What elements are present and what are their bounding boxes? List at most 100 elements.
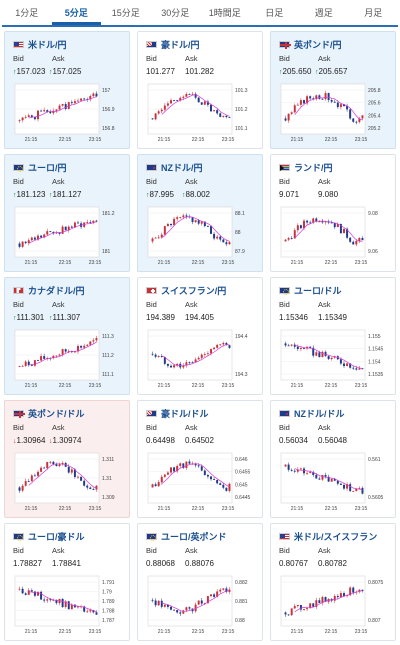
price-chart[interactable]: 111.3 111.2 111.1 21:15 22:15 23:15	[13, 328, 123, 390]
x-tick-label: 22:15	[192, 629, 205, 635]
rate-card[interactable]: 米ドル/円 Bid Ask ↑157.023 ↑157.025 157 156.9 156.8…	[4, 31, 130, 149]
pair-name[interactable]: ユーロ/英ポンド	[161, 531, 227, 542]
pair-name[interactable]: ユーロ/円	[28, 162, 67, 173]
card-title[interactable]: 豪ドル/ドル	[146, 407, 209, 419]
price-chart[interactable]: 157 156.9 156.8 21:15 22:15 23:15	[13, 82, 123, 144]
pair-name[interactable]: 豪ドル/円	[161, 39, 200, 50]
rate-card[interactable]: 英ポンド/円 Bid Ask ↑205.650 ↑205.657 205.8 205.6 20…	[270, 31, 396, 149]
tab-timeframe-1[interactable]: 5分足	[51, 3, 101, 25]
rate-card[interactable]: NZドル/円 Bid Ask ↑87.995 ↑88.002 88.1 88 87.9 21:1…	[137, 154, 263, 272]
price-chart[interactable]: 205.8 205.6 205.4 205.2 21:15 22:15 23:15	[279, 82, 389, 144]
candle-body	[58, 354, 61, 356]
candle-body	[61, 462, 64, 465]
candle-body	[185, 94, 188, 97]
card-title[interactable]: NZドル/円	[146, 161, 203, 173]
card-title[interactable]: 英ポンド/ドル	[13, 407, 85, 419]
candle-body	[49, 231, 52, 232]
bid-label: Bid	[146, 300, 157, 309]
pair-name[interactable]: NZドル/円	[161, 162, 203, 173]
price-chart[interactable]: 1.311 1.31 1.309 21:15 22:15 23:15	[13, 451, 123, 513]
chart-svg: 9.08 9.06 21:15 22:15 23:15	[280, 206, 378, 266]
y-tick-label: 194.3	[235, 372, 248, 378]
tab-timeframe-2[interactable]: 15分足	[111, 8, 140, 18]
candle-body	[228, 117, 231, 118]
price-chart[interactable]: 0.646 0.6455 0.645 0.6445 21:15 22:15 23:15	[146, 451, 256, 513]
pair-name[interactable]: 豪ドル/ドル	[161, 408, 209, 419]
rate-card[interactable]: 米ドル/スイスフラン Bid Ask 0.80767 0.80782 0.8075 0.80…	[270, 523, 396, 641]
card-title[interactable]: ユーロ/英ポンド	[146, 530, 227, 542]
price-chart[interactable]: 101.3 101.2 101.1 21:15 22:15 23:15	[146, 82, 256, 144]
rate-card[interactable]: カナダドル/円 Bid Ask ↑111.301 ↑111.307 111.3 111.2 1…	[4, 277, 130, 395]
price-chart[interactable]: 1.155 1.1545 1.154 1.1535 21:15 22:15 23:15	[279, 328, 389, 390]
ask-price: 1.30974	[52, 436, 82, 445]
arrow-down-icon: ↓	[13, 438, 17, 445]
candle-body	[194, 359, 197, 363]
price-chart[interactable]: 9.08 9.06 21:15 22:15 23:15	[279, 205, 389, 267]
tab-timeframe-7[interactable]: 月足	[364, 8, 383, 18]
candle-body	[188, 362, 191, 364]
pair-name[interactable]: 英ポンド/ドル	[28, 408, 85, 419]
candle-body	[27, 115, 30, 117]
pair-name[interactable]: カナダドル/円	[28, 285, 85, 296]
price-chart[interactable]: 181.2 181 21:15 22:15 23:15	[13, 205, 123, 267]
card-title[interactable]: 英ポンド/円	[279, 38, 342, 50]
card-title[interactable]: スイスフラン/円	[146, 284, 226, 296]
price-chart[interactable]: 0.561 0.5605 21:15 22:15 23:15	[279, 451, 389, 513]
price-chart[interactable]: 88.1 88 87.9 21:15 22:15 23:15	[146, 205, 256, 267]
flag-eu-icon	[279, 286, 290, 295]
card-title[interactable]: ユーロ/豪ドル	[13, 530, 85, 542]
arrow-up-icon: ↑	[49, 315, 53, 322]
y-tick-label: 156.8	[102, 126, 115, 132]
pair-name[interactable]: NZドル/ドル	[294, 408, 345, 419]
candle-body	[173, 467, 176, 472]
pair-name[interactable]: ランド/円	[294, 162, 333, 173]
pair-name[interactable]: 米ドル/円	[28, 39, 67, 50]
tab-timeframe-3[interactable]: 30分足	[161, 8, 190, 18]
rate-card[interactable]: NZドル/ドル Bid Ask 0.56034 0.56048 0.561 0.5605 21…	[270, 400, 396, 518]
card-title[interactable]: カナダドル/円	[13, 284, 85, 296]
rate-card[interactable]: 豪ドル/ドル Bid Ask 0.64498 0.64502 0.646 0.6455 0.6…	[137, 400, 263, 518]
rate-card[interactable]: ユーロ/英ポンド Bid Ask 0.88068 0.88076 0.882 0.881 0.…	[137, 523, 263, 641]
x-tick-label: 23:15	[355, 506, 368, 512]
price-chart[interactable]: 0.882 0.881 0.88 21:15 22:15 23:15	[146, 574, 256, 636]
candle-body	[339, 359, 342, 364]
tab-timeframe-5[interactable]: 日足	[265, 8, 284, 18]
rate-card[interactable]: ユーロ/ドル Bid Ask 1.15346 1.15349 1.155 1.1545 1.1…	[270, 277, 396, 395]
card-title[interactable]: NZドル/ドル	[279, 407, 345, 419]
flag-gb-icon	[13, 409, 25, 418]
card-title[interactable]: ユーロ/円	[13, 161, 67, 173]
x-tick-label: 22:15	[325, 629, 338, 635]
candle-body	[182, 463, 185, 468]
rate-card[interactable]: ユーロ/円 Bid Ask ↑181.123 ↑181.127 181.2 181 21:15…	[4, 154, 130, 272]
rate-card[interactable]: ユーロ/豪ドル Bid Ask 1.78827 1.78841 1.791 1.79 1.78…	[4, 523, 130, 641]
tab-timeframe-4[interactable]: 1時間足	[208, 8, 241, 18]
candle-body	[206, 101, 209, 105]
pair-name[interactable]: 英ポンド/円	[294, 39, 342, 50]
rate-card[interactable]: 英ポンド/ドル Bid Ask ↓1.30964 ↓1.30974 1.311 1.31 1.…	[4, 400, 130, 518]
price-chart[interactable]: 194.4 194.3 21:15 22:15 23:15	[146, 328, 256, 390]
candle-body	[61, 226, 64, 234]
pair-name[interactable]: スイスフラン/円	[161, 285, 227, 296]
ask-value: 9.080	[318, 190, 338, 199]
candle-body	[358, 368, 361, 370]
tab-timeframe-6[interactable]: 週足	[314, 8, 333, 18]
pair-name[interactable]: ユーロ/ドル	[294, 285, 342, 296]
card-title[interactable]: 米ドル/円	[13, 38, 67, 50]
candle-body	[327, 93, 330, 101]
candle-body	[58, 464, 61, 467]
bid-label: Bid	[13, 177, 24, 186]
candle-body	[290, 344, 293, 346]
tab-timeframe-0[interactable]: 1分足	[15, 8, 39, 18]
card-title[interactable]: ランド/円	[279, 161, 333, 173]
price-chart[interactable]: 0.8075 0.807 21:15 22:15 23:15	[279, 574, 389, 636]
chart-svg: 111.3 111.2 111.1 21:15 22:15 23:15	[14, 329, 114, 389]
rate-card[interactable]: 豪ドル/円 Bid Ask 101.277 101.282 101.3 101.2 101.1…	[137, 31, 263, 149]
card-title[interactable]: ユーロ/ドル	[279, 284, 342, 296]
rate-card[interactable]: ランド/円 Bid Ask 9.071 9.080 9.08 9.06 21:15 22:15 2…	[270, 154, 396, 272]
rate-card[interactable]: スイスフラン/円 Bid Ask 194.389 194.405 194.4 194.3 21…	[137, 277, 263, 395]
card-title[interactable]: 豪ドル/円	[146, 38, 200, 50]
card-title[interactable]: 米ドル/スイスフラン	[279, 530, 377, 542]
price-chart[interactable]: 1.791 1.79 1.789 1.788 1.787 21:15 22:15 23:15	[13, 574, 123, 636]
pair-name[interactable]: ユーロ/豪ドル	[28, 531, 85, 542]
pair-name[interactable]: 米ドル/スイスフラン	[294, 531, 378, 542]
